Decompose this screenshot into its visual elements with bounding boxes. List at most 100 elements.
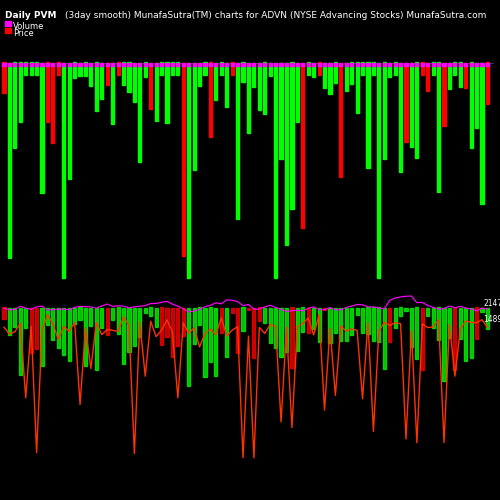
Bar bbox=[236, 62, 239, 218]
Bar bbox=[459, 62, 462, 66]
Bar bbox=[404, 62, 407, 66]
Bar bbox=[301, 62, 304, 66]
Bar bbox=[5, 28, 11, 33]
Bar bbox=[296, 308, 299, 351]
Bar bbox=[301, 62, 304, 228]
Bar bbox=[420, 308, 424, 370]
Bar bbox=[274, 62, 277, 66]
Bar bbox=[480, 308, 484, 312]
Bar bbox=[426, 62, 430, 66]
Bar bbox=[57, 62, 60, 75]
Bar bbox=[334, 62, 337, 66]
Bar bbox=[111, 62, 114, 124]
Bar bbox=[344, 62, 348, 66]
Bar bbox=[361, 308, 364, 332]
Text: (3day smooth) MunafaSutra(TM) charts for ADVN: (3day smooth) MunafaSutra(TM) charts for… bbox=[65, 11, 287, 20]
Bar bbox=[306, 308, 310, 334]
Bar bbox=[268, 62, 272, 76]
Bar bbox=[296, 62, 299, 66]
Bar bbox=[133, 62, 136, 66]
Bar bbox=[40, 62, 43, 66]
Bar bbox=[14, 62, 16, 66]
Bar bbox=[394, 308, 396, 328]
Bar bbox=[214, 62, 218, 100]
Bar bbox=[144, 62, 147, 66]
Bar bbox=[35, 62, 38, 66]
Bar bbox=[176, 62, 180, 66]
Bar bbox=[35, 308, 38, 349]
Bar bbox=[78, 62, 82, 66]
Bar bbox=[220, 62, 223, 75]
Bar bbox=[350, 308, 354, 335]
Bar bbox=[62, 62, 66, 66]
Bar bbox=[404, 62, 407, 142]
Bar bbox=[154, 62, 158, 121]
Bar bbox=[198, 62, 201, 66]
Bar bbox=[372, 62, 375, 66]
Bar bbox=[24, 62, 28, 66]
Bar bbox=[100, 62, 103, 66]
Bar bbox=[258, 62, 261, 66]
Bar bbox=[399, 308, 402, 316]
Bar bbox=[361, 62, 364, 75]
Bar bbox=[225, 62, 228, 107]
Bar bbox=[242, 62, 244, 66]
Bar bbox=[378, 62, 380, 66]
Bar bbox=[138, 308, 141, 337]
Bar bbox=[18, 62, 22, 122]
Bar bbox=[426, 62, 430, 92]
Bar bbox=[18, 62, 22, 66]
Bar bbox=[176, 308, 180, 346]
Bar bbox=[394, 62, 396, 75]
Bar bbox=[160, 62, 163, 66]
Bar bbox=[361, 62, 364, 66]
Bar bbox=[432, 62, 434, 66]
Text: Volume: Volume bbox=[13, 22, 44, 31]
Bar bbox=[242, 308, 244, 332]
Bar bbox=[268, 62, 272, 66]
Bar bbox=[318, 62, 320, 66]
Bar bbox=[84, 308, 87, 366]
Bar bbox=[225, 62, 228, 66]
Bar bbox=[182, 308, 185, 336]
Bar bbox=[128, 62, 130, 66]
Bar bbox=[480, 62, 484, 66]
Bar bbox=[442, 62, 446, 66]
Bar bbox=[116, 308, 119, 334]
Bar bbox=[459, 308, 462, 339]
Text: Daily PVM: Daily PVM bbox=[5, 11, 57, 20]
Bar bbox=[209, 308, 212, 362]
Bar bbox=[252, 62, 256, 87]
Bar bbox=[344, 62, 348, 91]
Bar bbox=[230, 62, 234, 66]
Bar bbox=[247, 62, 250, 133]
Bar bbox=[416, 62, 418, 158]
Bar bbox=[214, 62, 218, 66]
Bar bbox=[46, 308, 49, 326]
Bar bbox=[8, 62, 11, 258]
Bar bbox=[274, 62, 277, 278]
Bar bbox=[198, 308, 201, 326]
Text: 2147M: 2147M bbox=[484, 299, 500, 308]
Bar bbox=[220, 308, 223, 332]
Bar bbox=[204, 308, 206, 377]
Bar bbox=[486, 308, 489, 329]
Bar bbox=[263, 62, 266, 66]
Bar bbox=[344, 308, 348, 342]
Bar bbox=[382, 62, 386, 158]
Bar bbox=[78, 62, 82, 76]
Bar bbox=[73, 62, 76, 78]
Bar bbox=[166, 308, 168, 336]
Bar bbox=[323, 308, 326, 310]
Bar bbox=[209, 62, 212, 138]
Bar bbox=[62, 308, 66, 354]
Bar bbox=[78, 308, 82, 320]
Bar bbox=[166, 62, 168, 124]
Bar bbox=[252, 62, 256, 66]
Bar bbox=[334, 62, 337, 83]
Bar bbox=[182, 62, 185, 66]
Bar bbox=[437, 308, 440, 340]
Bar bbox=[328, 62, 332, 94]
Bar bbox=[144, 308, 147, 312]
Bar bbox=[166, 62, 168, 66]
